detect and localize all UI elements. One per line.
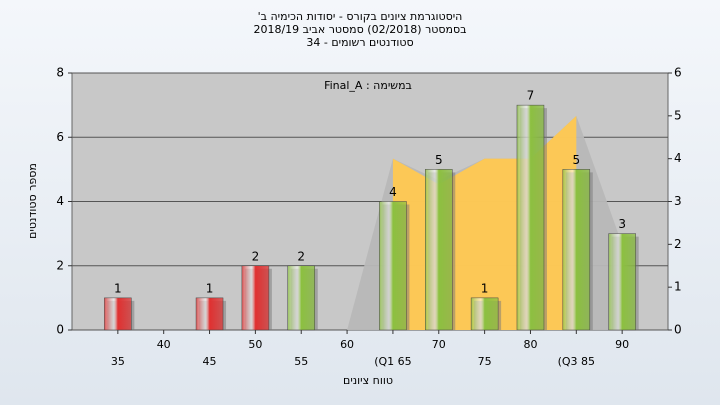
x-axis-label: טווח ציונים [343,374,393,387]
data-label: 7 [527,89,535,103]
x-tick-label: 90 [615,338,629,351]
bar [104,297,132,331]
y-tick-label: 4 [56,194,64,208]
y2-tick-label: 0 [674,323,682,337]
bar [608,233,636,331]
x-tick-label: 70 [432,338,446,351]
data-label: 4 [389,185,397,199]
data-label: 1 [206,281,214,295]
data-label: 5 [572,153,580,167]
y2-tick-label: 6 [674,66,682,80]
bar [287,265,315,331]
y-tick-label: 8 [56,66,64,80]
bar [516,104,545,331]
x-tick-label: 75 [478,355,492,368]
chart-subtitle: סטודנטים רשומים - 34 [306,36,413,49]
chart-title: היסטוגרמת ציונים בקורס - יסודות הכימיה ב… [258,10,463,23]
data-label: 5 [435,153,443,167]
x-tick-label: 55 [294,355,308,368]
data-label: 1 [481,281,489,295]
x-tick-label: 40 [157,338,171,351]
bar [241,265,270,331]
y2-tick-label: 2 [674,237,682,251]
y2-tick-label: 4 [674,151,682,165]
data-label: 3 [618,217,626,231]
x-tick-label: (Q3 85 [558,355,595,368]
y-tick-label: 2 [56,258,64,272]
chart-subtitle: בסמסטר (02/2018) סמסטר אביב 2018/19 [253,23,466,36]
y-axis-label: מספר סטודנטים [26,163,39,239]
annotation: במשימה : Final_A [324,79,412,92]
data-label: 2 [297,249,305,263]
y2-tick-label: 3 [674,194,682,208]
x-tick-label: 60 [340,338,354,351]
y-tick-label: 6 [56,130,64,144]
data-label: 1 [114,281,122,295]
x-tick-label: 45 [203,355,217,368]
bar [425,169,453,331]
y-tick-label: 0 [56,323,64,337]
x-tick-label: (Q1 65 [374,355,411,368]
y2-tick-label: 5 [674,108,682,122]
bar [470,297,499,331]
bar [195,297,224,331]
bar [562,169,591,331]
y2-tick-label: 1 [674,280,682,294]
data-label: 2 [252,249,260,263]
x-tick-label: 35 [111,355,125,368]
x-tick-label: 50 [248,338,262,351]
bar [379,201,407,331]
x-tick-label: 80 [523,338,537,351]
